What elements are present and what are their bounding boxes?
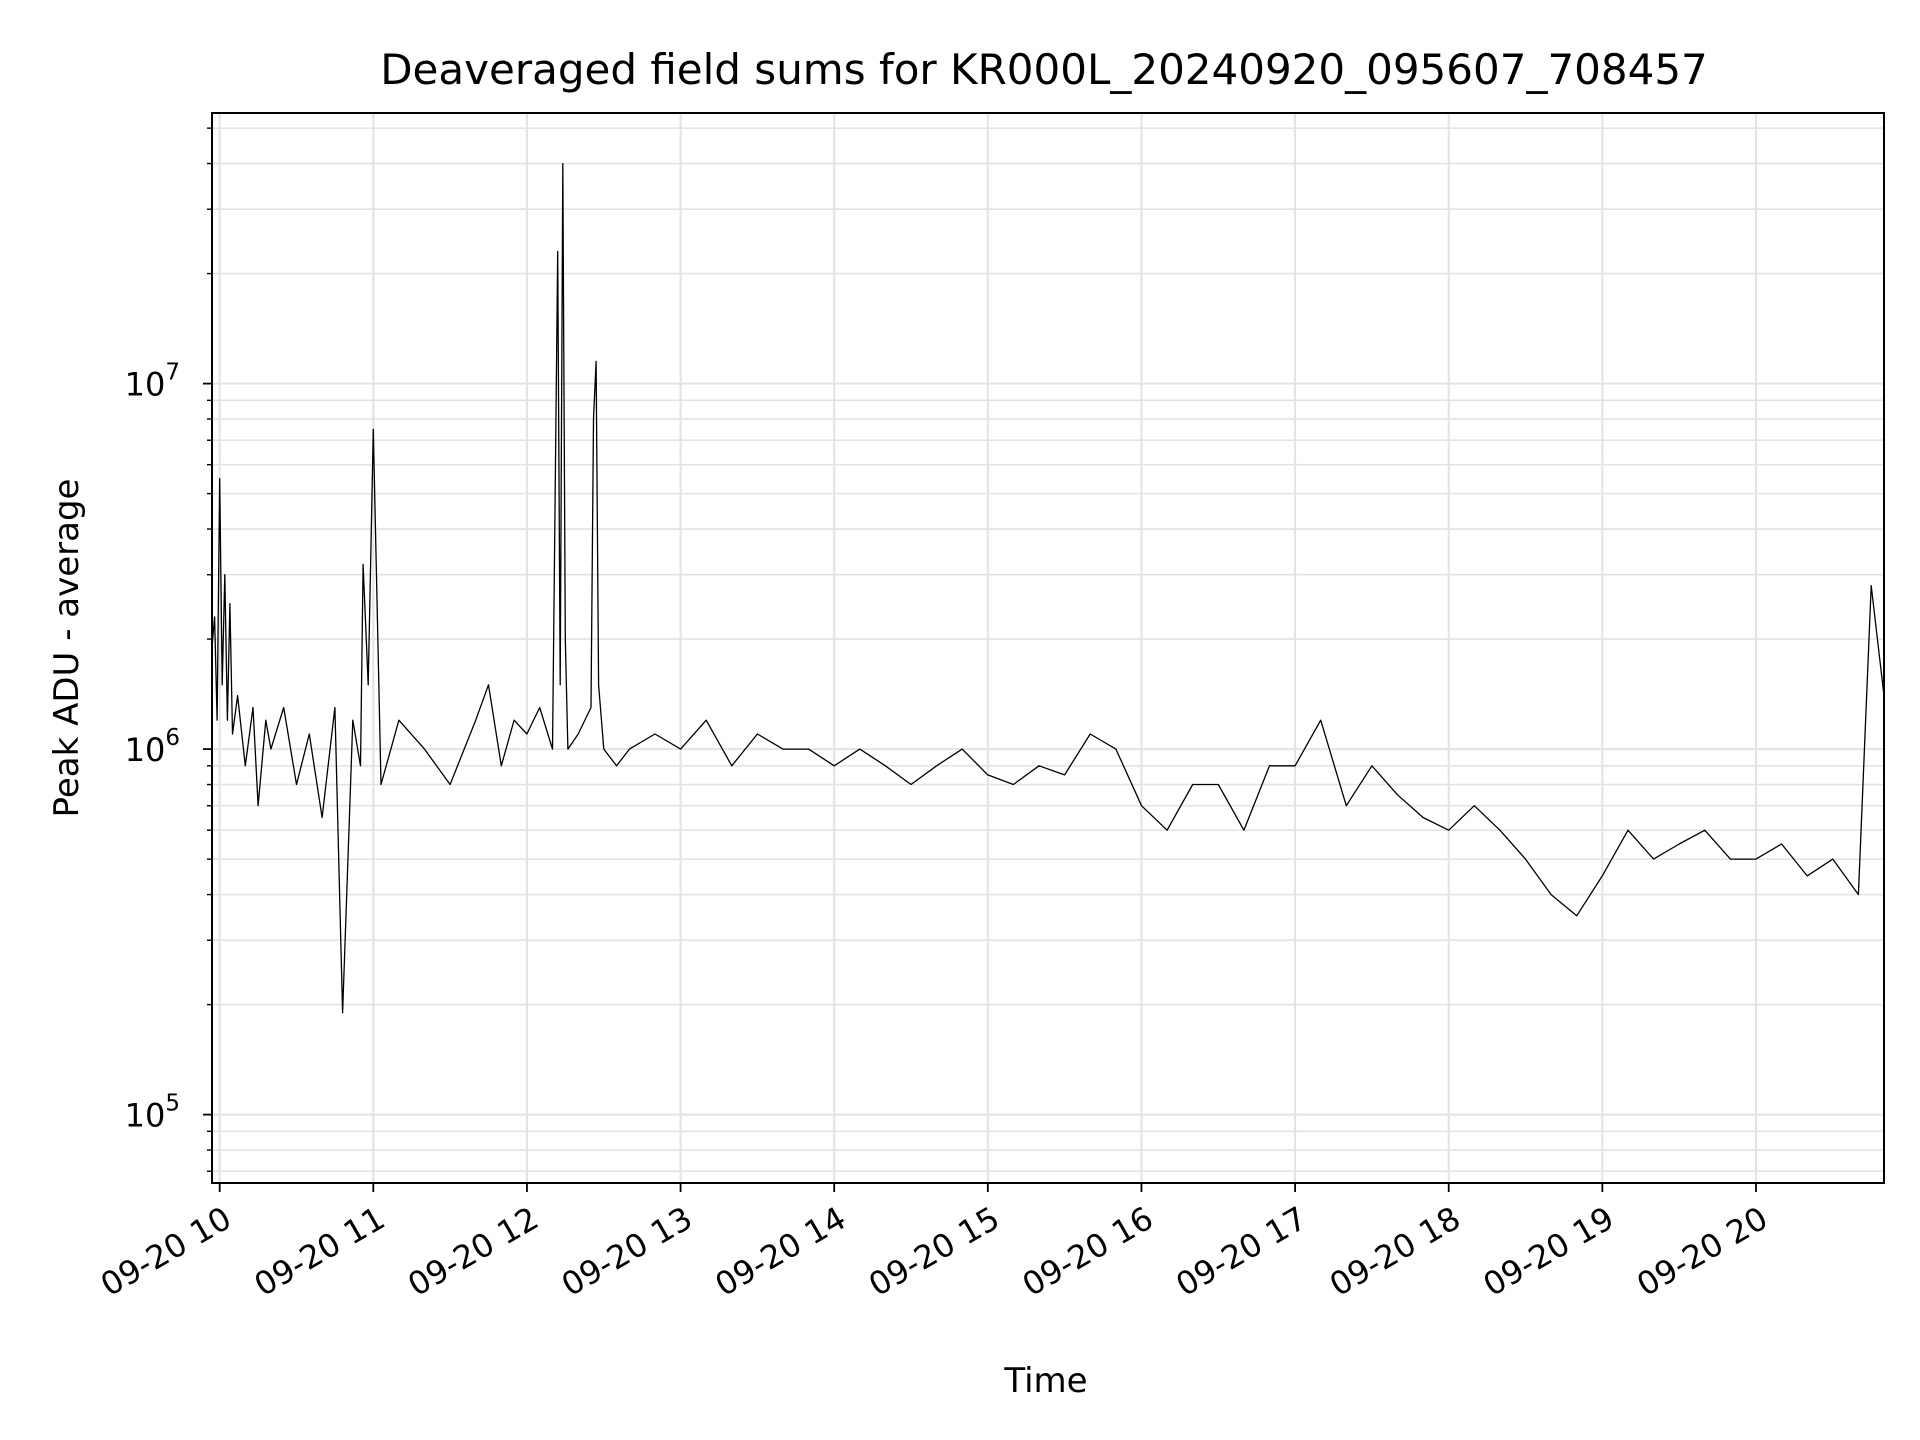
x-tick-label: 09-20 20: [1630, 1199, 1774, 1304]
x-axis-label: Time: [1003, 1361, 1087, 1401]
x-tick-label: 09-20 14: [709, 1199, 853, 1304]
plot-frame: [211, 112, 1885, 1184]
y-tick-label: 107: [125, 360, 180, 404]
y-tick-label: 105: [125, 1091, 180, 1135]
x-tick-label: 09-20 18: [1323, 1199, 1467, 1304]
x-tick-label: 09-20 13: [555, 1199, 699, 1304]
series-line: [211, 162, 1885, 1014]
x-tick-label: 09-20 19: [1477, 1199, 1621, 1304]
grid-lines: [212, 113, 1884, 1183]
y-tick-label: 106: [125, 725, 180, 769]
x-tick-label: 09-20 15: [862, 1199, 1006, 1304]
x-tick-label: 09-20 11: [248, 1199, 392, 1304]
y-axis-label: Peak ADU - average: [47, 479, 87, 818]
x-tick-label: 09-20 10: [94, 1199, 238, 1304]
y-axis: 105 106 107: [125, 127, 212, 1172]
x-tick-label: 09-20 16: [1016, 1199, 1160, 1304]
chart-title: Deaveraged field sums for KR000L_2024092…: [380, 45, 1708, 94]
x-tick-label: 09-20 17: [1169, 1199, 1313, 1304]
x-tick-label: 09-20 12: [401, 1199, 545, 1304]
x-axis: 09-20 10 09-20 11 09-20 12 09-20 13 09-20 14…: [94, 1183, 1774, 1304]
